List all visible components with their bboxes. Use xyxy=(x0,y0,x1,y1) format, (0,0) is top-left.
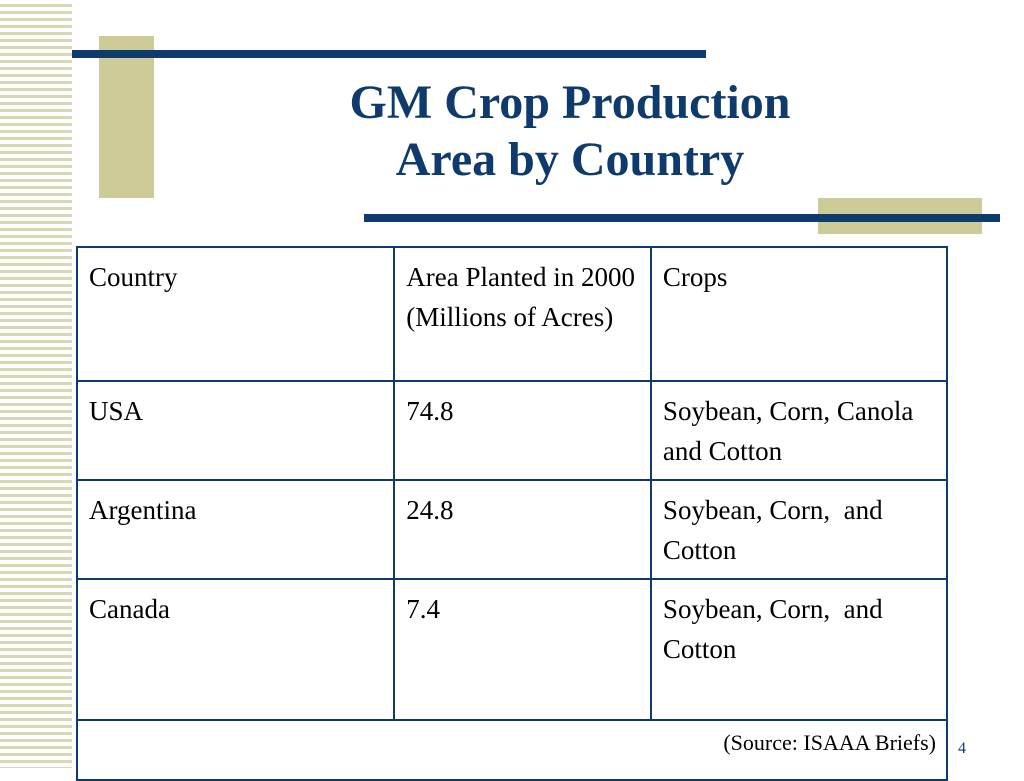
table-row: Argentina 24.8 Soybean, Corn, and Cotton xyxy=(75,479,949,580)
table-source-row: (Source: ISAAA Briefs) xyxy=(76,719,948,781)
title-line-2: Area by Country xyxy=(395,133,745,186)
cell-country: USA xyxy=(75,380,396,481)
cell-area: 24.8 xyxy=(393,479,652,580)
title-line-1: GM Crop Production xyxy=(349,76,791,129)
header-area: Area Planted in 2000 (Millions of Acres) xyxy=(393,246,652,382)
header-country: Country xyxy=(75,246,396,382)
table-row: Canada 7.4 Soybean, Corn, and Cotton xyxy=(75,578,949,721)
cell-crops: Soybean, Corn, Canola and Cotton xyxy=(649,380,949,481)
cell-crops: Soybean, Corn, and Cotton xyxy=(649,479,949,580)
accent-bar-top xyxy=(99,36,154,198)
cell-country: Argentina xyxy=(75,479,396,580)
table-row: USA 74.8 Soybean, Corn, Canola and Cotto… xyxy=(75,380,949,481)
cell-area: 74.8 xyxy=(393,380,652,481)
page-number: 4 xyxy=(958,740,966,757)
crop-area-table: Country Area Planted in 2000 (Millions o… xyxy=(75,246,949,781)
header-crops: Crops xyxy=(649,246,949,382)
cell-area: 7.4 xyxy=(393,578,652,721)
source-note: (Source: ISAAA Briefs) xyxy=(76,719,948,781)
cell-country: Canada xyxy=(75,578,396,721)
title-rule-top xyxy=(72,50,706,58)
table-header-row: Country Area Planted in 2000 (Millions o… xyxy=(75,246,949,382)
decorative-stripes xyxy=(0,0,72,768)
cell-crops: Soybean, Corn, and Cotton xyxy=(649,578,949,721)
slide-title: GM Crop Production Area by Country xyxy=(240,74,900,188)
title-rule-bottom xyxy=(364,214,1000,222)
